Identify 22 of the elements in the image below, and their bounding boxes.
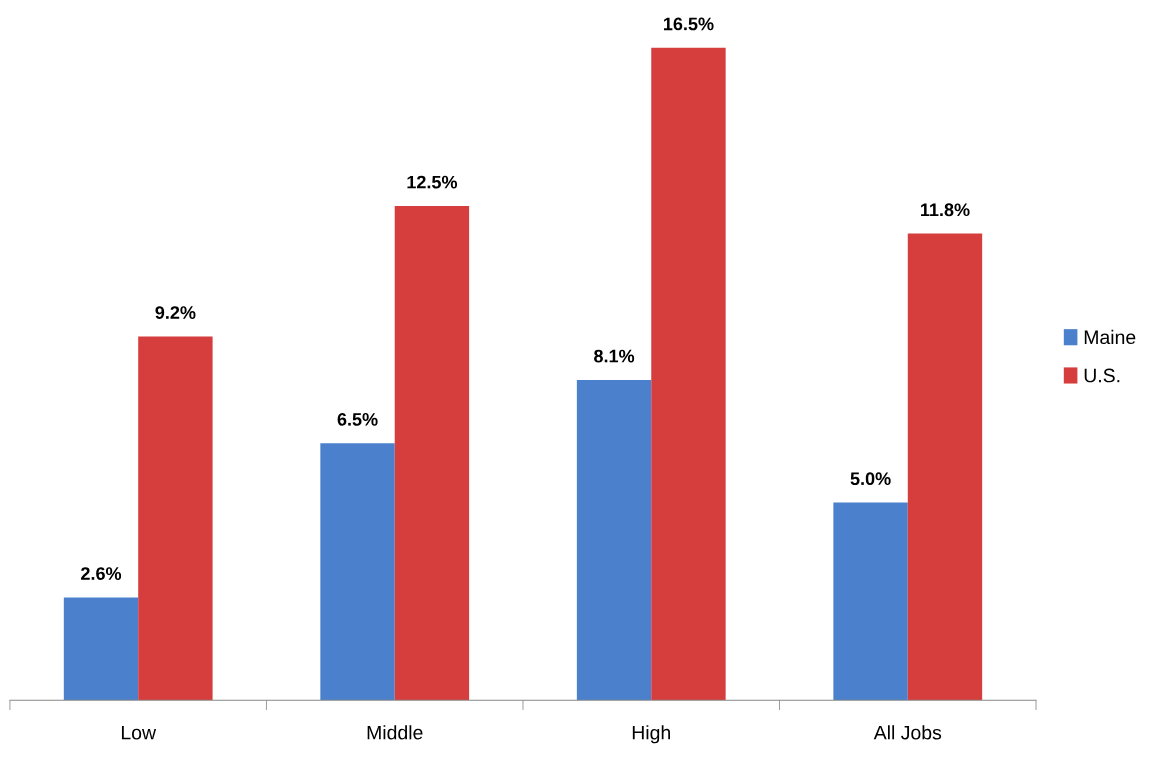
data-label: 2.6% [81,567,122,580]
bar [576,379,652,701]
data-label: 5.0% [850,472,891,486]
data-label: 11.8% [921,203,970,217]
x-tick-label: All Jobs [873,725,942,740]
bar [907,233,983,701]
legend-label: Maine [1084,329,1136,345]
x-tick-label: Low [121,725,157,740]
data-label: 16.5% [663,17,714,31]
legend-label: U.S. [1084,368,1120,383]
bar [833,502,908,701]
bar [320,443,395,701]
bar [138,336,213,701]
bar [651,47,726,701]
x-tick-label: High [632,725,670,744]
bar [394,205,470,701]
x-tick-label: Middle [367,725,423,740]
data-label: 6.5% [337,412,378,426]
bar [63,597,139,701]
data-label: 12.5% [407,175,458,189]
data-label: 9.2% [155,306,196,319]
data-label: 8.1% [594,349,635,363]
